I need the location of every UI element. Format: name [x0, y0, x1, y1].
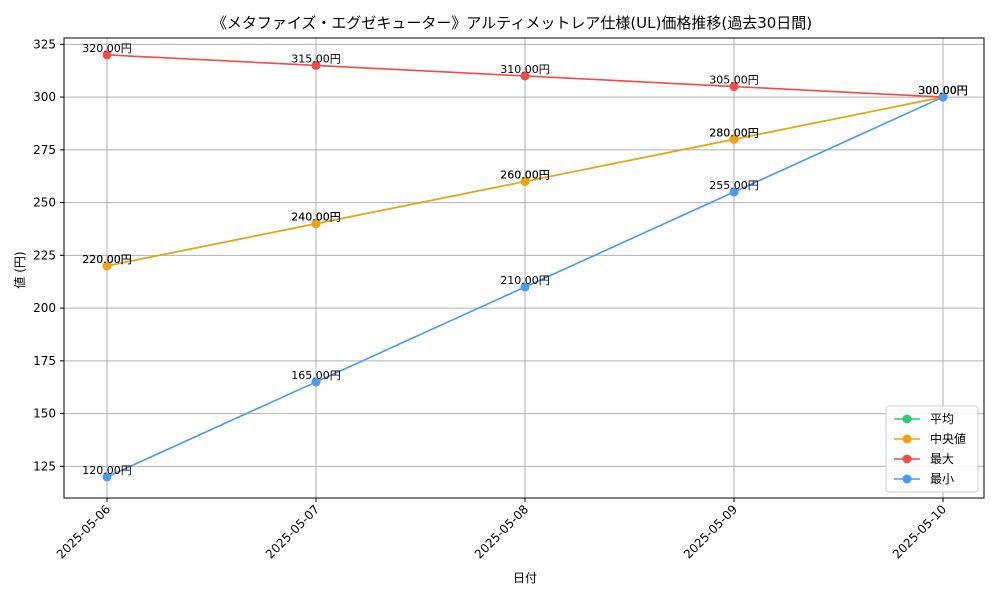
chart-title: 《メタファイズ・エグゼキューター》アルティメットレア仕様(UL)価格推移(過去3…: [212, 14, 812, 32]
data-point: [520, 71, 530, 81]
y-tick-label: 275: [33, 143, 56, 157]
x-tick-label: 2025-05-06: [54, 502, 113, 561]
x-axis-label: 日付: [513, 571, 537, 585]
y-tick-label: 200: [33, 301, 56, 315]
data-label: 260.00円: [500, 168, 550, 181]
legend-item: 中央値: [894, 431, 966, 446]
data-point: [311, 219, 321, 229]
legend-label: 最大: [930, 452, 954, 466]
data-point: [102, 50, 112, 60]
legend-marker: [902, 454, 912, 464]
data-label: 310.00円: [500, 63, 550, 76]
data-point: [729, 134, 739, 144]
x-tick-label: 2025-05-09: [681, 502, 740, 561]
data-label: 300.00円: [918, 84, 968, 97]
y-tick-label: 225: [33, 248, 56, 262]
y-tick-label: 250: [33, 196, 56, 210]
data-label: 165.00円: [291, 369, 341, 382]
x-tick-label: 2025-05-07: [263, 502, 322, 561]
data-point: [311, 60, 321, 70]
y-axis-label: 値 (円): [12, 251, 27, 288]
data-label: 315.00円: [291, 52, 341, 65]
legend-item: 最大: [894, 452, 954, 466]
legend-label: 平均: [930, 412, 954, 426]
data-label: 260.00円: [500, 168, 550, 181]
data-point: [102, 261, 112, 271]
data-label: 240.00円: [291, 211, 341, 224]
data-label: 280.00円: [709, 126, 759, 139]
x-tick-label: 2025-05-10: [890, 502, 949, 561]
data-point: [938, 92, 948, 102]
y-tick-label: 150: [33, 407, 56, 421]
legend-marker: [902, 434, 912, 444]
data-label: 240.00円: [291, 211, 341, 224]
data-point: [311, 377, 321, 387]
y-axis: 125 150 175 200 225 250 275 300 325: [33, 37, 64, 473]
data-label: 300.00円: [918, 84, 968, 97]
data-point: [729, 82, 739, 92]
legend-marker: [902, 474, 912, 484]
data-label: 300.00円: [918, 84, 968, 97]
data-label: 300.00円: [918, 84, 968, 97]
data-point: [520, 176, 530, 186]
y-tick-label: 325: [33, 37, 56, 51]
legend-box: [885, 405, 979, 493]
data-label: 220.00円: [82, 253, 132, 266]
y-tick-label: 125: [33, 459, 56, 473]
y-tick-label: 175: [33, 354, 56, 368]
series-3: [102, 92, 948, 482]
data-point: [729, 187, 739, 197]
legend-item: 平均: [894, 412, 954, 426]
x-axis: 2025-05-06 2025-05-07 2025-05-08 2025-05-09…: [54, 498, 949, 561]
data-label: 210.00円: [500, 274, 550, 287]
data-point: [520, 282, 530, 292]
data-labels-layer: 220.00円240.00円260.00円280.00円300.00円220.0…: [82, 42, 968, 477]
legend-label: 最小: [930, 472, 954, 486]
legend-item: 最小: [894, 472, 954, 486]
data-label: 120.00円: [82, 464, 132, 477]
data-label: 280.00円: [709, 126, 759, 139]
grid: [64, 38, 984, 498]
series-layer: [102, 50, 948, 482]
legend-marker: [902, 414, 912, 424]
data-point: [102, 472, 112, 482]
legend-label: 中央値: [930, 431, 966, 446]
y-tick-label: 300: [33, 90, 56, 104]
x-tick-label: 2025-05-08: [472, 502, 531, 561]
data-label: 305.00円: [709, 74, 759, 87]
data-label: 255.00円: [709, 179, 759, 192]
plot-area-frame: [63, 37, 985, 499]
data-label: 320.00円: [82, 42, 132, 55]
data-label: 220.00円: [82, 253, 132, 266]
